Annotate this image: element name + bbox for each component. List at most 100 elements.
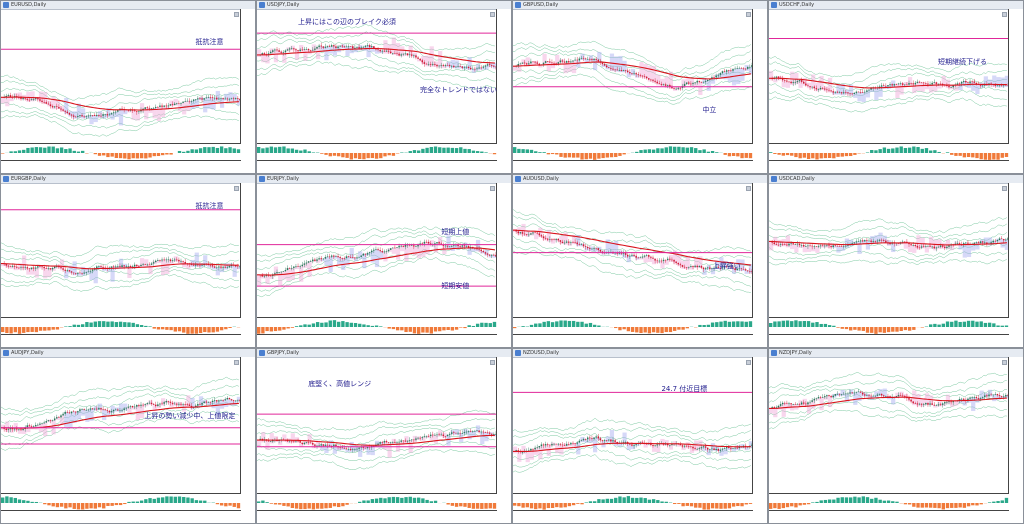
chart-annotation-text[interactable]: 底堅く、高値レンジ (308, 380, 372, 388)
price-axis[interactable] (752, 9, 767, 161)
time-axis[interactable] (257, 334, 497, 347)
chart-window-3[interactable]: GBPUSD,Daily 中立 (512, 0, 768, 174)
macd-subwindow[interactable] (513, 143, 753, 162)
time-axis[interactable] (513, 510, 753, 523)
minimize-button[interactable] (1002, 360, 1007, 365)
price-axis[interactable] (1008, 183, 1023, 335)
time-axis[interactable] (257, 510, 497, 523)
time-axis[interactable] (769, 510, 1009, 523)
ichimoku-cloud-segment (55, 417, 60, 420)
price-chart[interactable] (1, 183, 241, 317)
time-axis[interactable] (257, 160, 497, 173)
time-axis[interactable] (1, 510, 241, 523)
macd-bar (219, 503, 224, 506)
ichimoku-cloud-segment (379, 50, 384, 54)
macd-subwindow[interactable] (1, 143, 241, 162)
time-axis[interactable] (769, 334, 1009, 347)
macd-bar (987, 322, 992, 327)
macd-bar (689, 147, 694, 153)
price-axis[interactable] (240, 9, 255, 161)
chart-window-10[interactable]: GBPJPY,Daily 底堅く、高値レンジ (256, 348, 512, 524)
chart-window-4[interactable]: USDCHF,Daily 短期継続下げる (768, 0, 1024, 174)
minimize-button[interactable] (746, 360, 751, 365)
price-chart[interactable] (257, 357, 497, 493)
envelope-band (1, 74, 239, 101)
minimize-button[interactable] (234, 186, 239, 191)
macd-subwindow[interactable] (769, 493, 1009, 512)
candle-body (70, 411, 73, 414)
candle-body (880, 239, 883, 241)
chart-annotation-text[interactable]: 抵抗注意 (195, 38, 224, 46)
price-axis[interactable] (496, 183, 511, 335)
chart-window-6[interactable]: EURJPY,Daily 短期上値 短期安値 (256, 174, 512, 348)
price-chart[interactable] (769, 357, 1009, 493)
chart-window-11[interactable]: NZDUSD,Daily 24.7 付近目標 (512, 348, 768, 524)
minimize-button[interactable] (234, 360, 239, 365)
chart-annotation-text[interactable]: 24.7 付近目標 (661, 385, 708, 393)
price-axis[interactable] (752, 357, 767, 511)
macd-bar (127, 322, 131, 327)
macd-subwindow[interactable] (257, 493, 497, 512)
macd-subwindow[interactable] (257, 317, 497, 336)
price-axis[interactable] (496, 357, 511, 511)
macd-bar (211, 327, 215, 333)
minimize-button[interactable] (1002, 12, 1007, 17)
chart-annotation-text[interactable]: 中立 (702, 106, 717, 114)
chart-window-2[interactable]: USDJPY,Daily 上昇にはこの辺のブレイク必須 完全なトレンドではない (256, 0, 512, 174)
price-axis[interactable] (496, 9, 511, 161)
price-axis[interactable] (240, 357, 255, 511)
chart-window-8[interactable]: USDCAD,Daily (768, 174, 1024, 348)
chart-window-12[interactable]: NZDJPY,Daily (768, 348, 1024, 524)
chart-annotation-text[interactable]: 抵抗注意 (195, 202, 224, 210)
price-chart[interactable] (513, 357, 753, 493)
price-axis[interactable] (752, 183, 767, 335)
macd-bar (471, 325, 476, 327)
minimize-button[interactable] (746, 186, 751, 191)
price-axis[interactable] (1008, 9, 1023, 161)
chart-window-7[interactable]: AUDUSD,Daily 上昇強い (512, 174, 768, 348)
minimize-button[interactable] (1002, 186, 1007, 191)
candle-body (180, 102, 182, 104)
candle-body (106, 114, 109, 116)
chart-window-5[interactable]: EURGBP,Daily 抵抗注意 (0, 174, 256, 348)
price-chart[interactable] (257, 183, 497, 317)
price-axis[interactable] (240, 183, 255, 335)
time-axis[interactable] (513, 334, 753, 347)
chart-annotation-text[interactable]: 完全なトレンドではない (420, 86, 497, 94)
minimize-button[interactable] (490, 12, 495, 17)
price-chart[interactable] (257, 9, 497, 143)
chart-annotation-text[interactable]: 上昇の勢い減少中、上値限定 (144, 412, 236, 420)
chart-annotation-text[interactable]: 短期安値 (441, 282, 470, 290)
minimize-button[interactable] (490, 360, 495, 365)
time-axis[interactable] (513, 160, 753, 173)
time-axis[interactable] (769, 160, 1009, 173)
time-axis[interactable] (1, 334, 241, 347)
macd-subwindow[interactable] (257, 143, 497, 162)
price-chart[interactable] (1, 357, 241, 493)
price-chart[interactable] (513, 9, 753, 143)
macd-subwindow[interactable] (1, 317, 241, 336)
time-axis[interactable] (1, 160, 241, 173)
chart-annotation-text[interactable]: 短期上値 (441, 228, 470, 236)
candle-body (570, 61, 572, 63)
price-chart[interactable] (513, 183, 753, 317)
minimize-button[interactable] (234, 12, 239, 17)
macd-subwindow[interactable] (513, 317, 753, 336)
minimize-button[interactable] (746, 12, 751, 17)
chart-window-9[interactable]: AUDJPY,Daily 上昇の勢い減少中、上値限定 (0, 348, 256, 524)
price-chart[interactable] (1, 9, 241, 143)
chart-annotation-text[interactable]: 短期継続下げる (937, 58, 987, 66)
price-chart[interactable] (769, 183, 1009, 317)
chart-annotation-text[interactable]: 上昇にはこの辺のブレイク必須 (297, 18, 396, 26)
macd-subwindow[interactable] (769, 143, 1009, 162)
price-chart[interactable] (769, 9, 1009, 143)
candle-body (218, 266, 220, 268)
chart-annotation-text[interactable]: 上昇強い (712, 262, 741, 270)
macd-subwindow[interactable] (1, 493, 241, 512)
macd-bar (744, 153, 748, 158)
price-axis[interactable] (1008, 357, 1023, 511)
macd-subwindow[interactable] (769, 317, 1009, 336)
macd-subwindow[interactable] (513, 493, 753, 512)
chart-window-1[interactable]: EURUSD,Daily 抵抗注意 (0, 0, 256, 174)
minimize-button[interactable] (490, 186, 495, 191)
